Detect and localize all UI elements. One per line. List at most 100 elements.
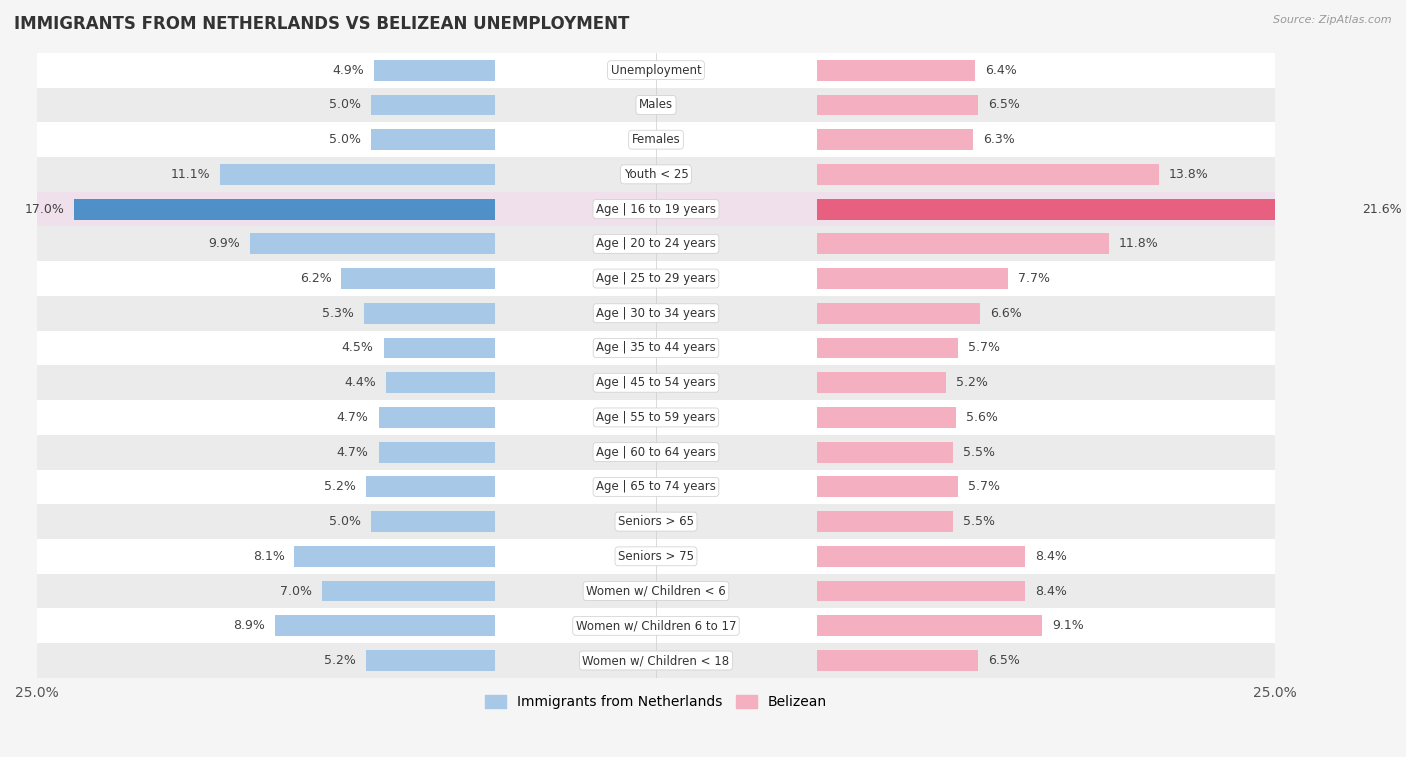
Text: Females: Females: [631, 133, 681, 146]
Bar: [37, 331, 1275, 366]
Bar: [817, 546, 1025, 567]
Bar: [37, 53, 1275, 88]
Text: Age | 35 to 44 years: Age | 35 to 44 years: [596, 341, 716, 354]
Bar: [221, 164, 495, 185]
Text: 7.7%: 7.7%: [1018, 272, 1049, 285]
Text: 5.2%: 5.2%: [956, 376, 987, 389]
Text: 6.3%: 6.3%: [983, 133, 1015, 146]
Bar: [37, 226, 1275, 261]
Bar: [37, 366, 1275, 400]
Text: 5.7%: 5.7%: [967, 341, 1000, 354]
Text: Seniors > 65: Seniors > 65: [619, 515, 695, 528]
Bar: [37, 643, 1275, 678]
Bar: [817, 198, 1353, 220]
Text: 4.7%: 4.7%: [337, 411, 368, 424]
Text: Age | 65 to 74 years: Age | 65 to 74 years: [596, 481, 716, 494]
Text: 4.7%: 4.7%: [337, 446, 368, 459]
Text: 8.4%: 8.4%: [1035, 550, 1067, 563]
Bar: [37, 504, 1275, 539]
Bar: [378, 407, 495, 428]
Bar: [817, 60, 976, 81]
Text: Women w/ Children < 18: Women w/ Children < 18: [582, 654, 730, 667]
Text: 6.5%: 6.5%: [988, 654, 1019, 667]
Text: 13.8%: 13.8%: [1168, 168, 1208, 181]
Bar: [37, 609, 1275, 643]
Bar: [37, 123, 1275, 157]
Text: Age | 45 to 54 years: Age | 45 to 54 years: [596, 376, 716, 389]
Bar: [817, 95, 979, 115]
Text: Seniors > 75: Seniors > 75: [619, 550, 695, 563]
Bar: [817, 615, 1042, 636]
Text: 5.2%: 5.2%: [325, 654, 356, 667]
Bar: [817, 233, 1109, 254]
Bar: [371, 511, 495, 532]
Text: Age | 30 to 34 years: Age | 30 to 34 years: [596, 307, 716, 319]
Text: 5.5%: 5.5%: [963, 446, 995, 459]
Text: Youth < 25: Youth < 25: [624, 168, 689, 181]
Bar: [817, 650, 979, 671]
Text: 21.6%: 21.6%: [1362, 203, 1402, 216]
Text: 9.1%: 9.1%: [1052, 619, 1084, 632]
Text: 5.0%: 5.0%: [329, 515, 361, 528]
Bar: [366, 476, 495, 497]
Bar: [817, 129, 973, 150]
Bar: [294, 546, 495, 567]
Bar: [75, 198, 495, 220]
Text: Women w/ Children < 6: Women w/ Children < 6: [586, 584, 725, 597]
Bar: [817, 372, 946, 393]
Bar: [37, 435, 1275, 469]
Bar: [817, 442, 953, 463]
Bar: [817, 407, 956, 428]
Bar: [371, 95, 495, 115]
Bar: [37, 296, 1275, 331]
Text: 8.9%: 8.9%: [233, 619, 264, 632]
Text: Women w/ Children 6 to 17: Women w/ Children 6 to 17: [575, 619, 737, 632]
Text: 6.6%: 6.6%: [990, 307, 1022, 319]
Text: Source: ZipAtlas.com: Source: ZipAtlas.com: [1274, 15, 1392, 25]
Bar: [342, 268, 495, 289]
Bar: [378, 442, 495, 463]
Bar: [817, 338, 957, 358]
Text: 5.0%: 5.0%: [329, 133, 361, 146]
Text: Age | 20 to 24 years: Age | 20 to 24 years: [596, 238, 716, 251]
Text: Unemployment: Unemployment: [610, 64, 702, 76]
Bar: [274, 615, 495, 636]
Bar: [322, 581, 495, 602]
Text: 17.0%: 17.0%: [24, 203, 65, 216]
Text: IMMIGRANTS FROM NETHERLANDS VS BELIZEAN UNEMPLOYMENT: IMMIGRANTS FROM NETHERLANDS VS BELIZEAN …: [14, 15, 630, 33]
Text: 11.1%: 11.1%: [170, 168, 211, 181]
Text: Age | 60 to 64 years: Age | 60 to 64 years: [596, 446, 716, 459]
Bar: [374, 60, 495, 81]
Text: 6.5%: 6.5%: [988, 98, 1019, 111]
Bar: [817, 268, 1008, 289]
Bar: [366, 650, 495, 671]
Bar: [37, 157, 1275, 192]
Bar: [371, 129, 495, 150]
Bar: [37, 574, 1275, 609]
Bar: [817, 164, 1159, 185]
Text: 7.0%: 7.0%: [280, 584, 312, 597]
Bar: [250, 233, 495, 254]
Text: 6.2%: 6.2%: [299, 272, 332, 285]
Bar: [817, 303, 980, 324]
Text: Males: Males: [638, 98, 673, 111]
Text: 9.9%: 9.9%: [208, 238, 240, 251]
Legend: Immigrants from Netherlands, Belizean: Immigrants from Netherlands, Belizean: [479, 690, 832, 715]
Bar: [37, 539, 1275, 574]
Text: Age | 16 to 19 years: Age | 16 to 19 years: [596, 203, 716, 216]
Text: 8.4%: 8.4%: [1035, 584, 1067, 597]
Bar: [364, 303, 495, 324]
Bar: [384, 338, 495, 358]
Text: 5.0%: 5.0%: [329, 98, 361, 111]
Text: 5.7%: 5.7%: [967, 481, 1000, 494]
Bar: [37, 469, 1275, 504]
Text: 4.4%: 4.4%: [344, 376, 377, 389]
Bar: [37, 261, 1275, 296]
Bar: [387, 372, 495, 393]
Bar: [37, 192, 1275, 226]
Text: 5.3%: 5.3%: [322, 307, 354, 319]
Text: 5.6%: 5.6%: [966, 411, 997, 424]
Text: 5.2%: 5.2%: [325, 481, 356, 494]
Text: Age | 55 to 59 years: Age | 55 to 59 years: [596, 411, 716, 424]
Text: 5.5%: 5.5%: [963, 515, 995, 528]
